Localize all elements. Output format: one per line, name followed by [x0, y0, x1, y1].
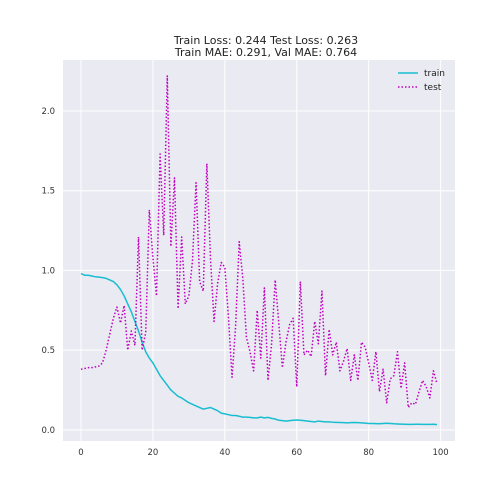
legend-label-test: test	[424, 83, 442, 93]
chart-subtitle: Train MAE: 0.291, Val MAE: 0.764	[174, 46, 357, 59]
x-tick-label: 0	[78, 448, 83, 458]
y-tick-label: 1.0	[41, 266, 55, 276]
y-tick-label: 0.5	[41, 346, 55, 356]
y-tick-label: 1.5	[41, 187, 55, 197]
y-tick-label: 2.0	[41, 107, 55, 117]
y-tick-label: 0.0	[41, 426, 55, 436]
grid-lines	[63, 60, 455, 441]
x-tick-label: 60	[291, 448, 302, 458]
series-line-test	[80, 75, 438, 409]
legend: train test	[398, 69, 445, 93]
x-tick-label: 40	[219, 448, 230, 458]
series-layer	[80, 75, 438, 426]
chart-title: Train Loss: 0.244 Test Loss: 0.263	[173, 34, 358, 47]
legend-label-train: train	[424, 69, 445, 79]
x-tick-label: 80	[363, 448, 374, 458]
plot-area	[63, 60, 455, 441]
series-line-train	[80, 272, 438, 426]
x-tick-label: 100	[432, 448, 448, 458]
tick-labels: 0 20 40 60 80 100 0.0 0.5 1.0 1.5 2.0	[41, 107, 448, 458]
x-tick-label: 20	[147, 448, 158, 458]
